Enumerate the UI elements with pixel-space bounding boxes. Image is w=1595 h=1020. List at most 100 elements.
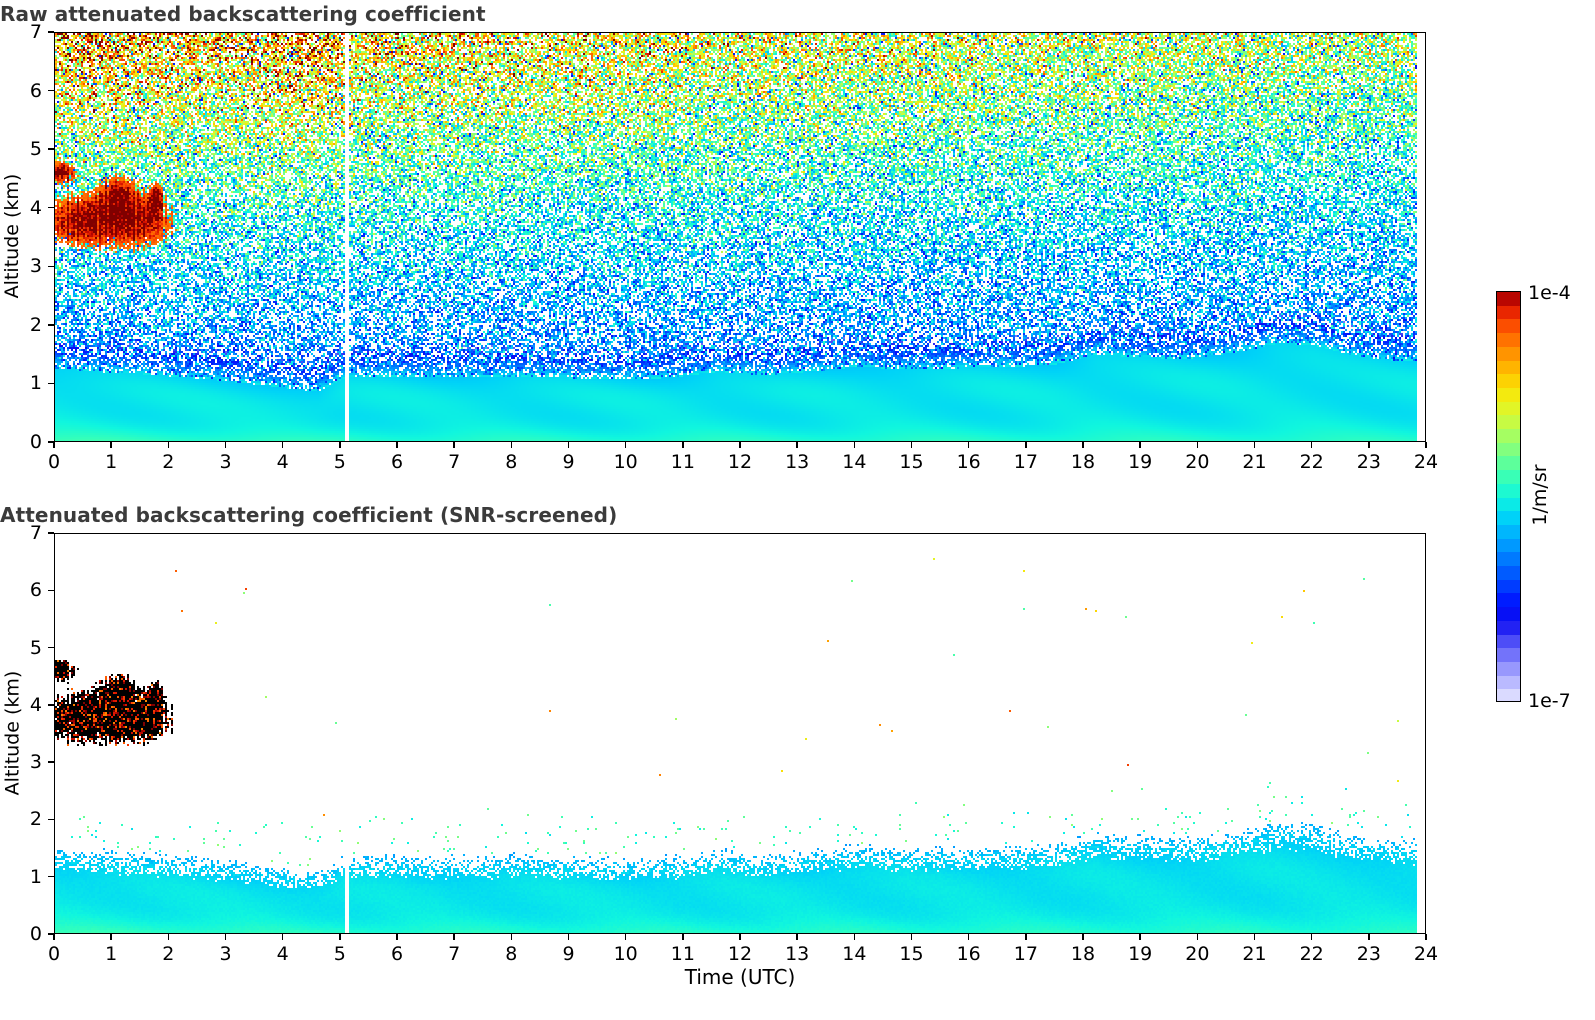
- xtick-mark: [1025, 442, 1027, 448]
- xtick-mark: [281, 442, 284, 448]
- xtick-label: 20: [1185, 451, 1210, 473]
- ytick-label: 2: [29, 808, 42, 831]
- ytick-label: 5: [29, 138, 42, 161]
- ytick-mark: [48, 646, 54, 649]
- ytick-label: 1: [29, 372, 42, 395]
- xtick-label: 5: [333, 451, 346, 473]
- xtick-mark: [339, 442, 341, 448]
- ytick-mark: [48, 818, 54, 821]
- xtick-mark: [1082, 442, 1084, 448]
- xtick-mark: [1310, 442, 1313, 448]
- xtick-label: 7: [448, 943, 461, 965]
- xtick-mark: [1196, 934, 1199, 940]
- xtick-label: 2: [162, 451, 175, 473]
- xtick-label: 18: [1070, 451, 1096, 473]
- xtick-label: 23: [1356, 451, 1381, 473]
- xtick-mark: [396, 934, 398, 940]
- xtick-label: 6: [390, 943, 404, 965]
- axes-screened-heatmap: [54, 533, 1426, 934]
- ytick-mark: [48, 761, 54, 763]
- colorbar-max-label: 1e-4: [1528, 282, 1571, 304]
- xtick-mark: [624, 934, 627, 940]
- xtick-mark: [167, 934, 170, 940]
- xtick-mark: [224, 442, 227, 448]
- xtick-label: 1: [105, 943, 118, 965]
- xtick-label: 15: [899, 451, 924, 473]
- xtick-mark: [224, 934, 227, 940]
- xtick-mark: [1368, 442, 1370, 448]
- ytick-mark: [48, 265, 54, 267]
- xtick-label: 2: [162, 943, 175, 965]
- ytick-mark: [48, 89, 54, 92]
- xtick-mark: [967, 442, 970, 448]
- xtick-label: 16: [956, 451, 981, 473]
- ytick-mark: [48, 207, 54, 209]
- xtick-label: 3: [219, 943, 232, 965]
- ytick-mark: [48, 441, 54, 443]
- xtick-label: 19: [1128, 451, 1153, 473]
- colorbar-unit-label: 1/m/sr: [1529, 464, 1551, 526]
- xtick-mark: [53, 934, 55, 940]
- xtick-label: 6: [390, 451, 404, 473]
- xtick-label: 21: [1242, 943, 1267, 965]
- xtick-label: 24: [1413, 943, 1439, 965]
- ytick-label: 0: [29, 431, 42, 453]
- xtick-mark: [510, 934, 513, 940]
- xtick-label: 17: [1013, 451, 1038, 473]
- ytick-mark: [48, 382, 54, 385]
- xtick-label: 0: [47, 451, 61, 473]
- xtick-label: 12: [727, 451, 753, 473]
- xtick-mark: [567, 442, 570, 448]
- ytick-label: 7: [29, 522, 42, 544]
- xtick-mark: [796, 442, 798, 448]
- xtick-mark: [567, 934, 570, 940]
- xtick-mark: [853, 934, 856, 940]
- xtick-label: 23: [1356, 943, 1381, 965]
- axes-screened-ylabel: Altitude (km): [1, 670, 23, 795]
- axes-raw-heatmap: [54, 32, 1426, 442]
- xtick-mark: [281, 934, 284, 940]
- ytick-mark: [48, 31, 54, 33]
- xtick-mark: [1253, 442, 1256, 448]
- xtick-label: 21: [1242, 451, 1267, 473]
- xtick-label: 16: [956, 943, 981, 965]
- ytick-label: 0: [29, 923, 42, 945]
- xtick-label: 13: [785, 943, 810, 965]
- ytick-mark: [48, 324, 54, 326]
- ytick-mark: [48, 876, 54, 878]
- xtick-label: 22: [1299, 451, 1324, 473]
- xtick-mark: [682, 934, 684, 940]
- xtick-mark: [1139, 442, 1141, 448]
- xtick-mark: [1425, 934, 1427, 940]
- ytick-label: 4: [29, 196, 42, 219]
- colorbar-canvas: [1497, 292, 1520, 701]
- xtick-label: 22: [1299, 943, 1324, 965]
- xtick-label: 13: [785, 451, 810, 473]
- xtick-mark: [1139, 934, 1141, 940]
- xtick-mark: [910, 934, 913, 940]
- xtick-mark: [1425, 442, 1427, 448]
- xtick-label: 17: [1013, 943, 1038, 965]
- ytick-mark: [48, 933, 54, 935]
- xtick-mark: [1253, 934, 1256, 940]
- xtick-label: 0: [47, 943, 61, 965]
- xtick-label: 20: [1185, 943, 1210, 965]
- xtick-mark: [682, 442, 684, 448]
- xtick-label: 24: [1413, 451, 1439, 473]
- xtick-mark: [1368, 934, 1370, 940]
- xtick-label: 10: [613, 451, 638, 473]
- xtick-label: 8: [505, 451, 518, 473]
- xtick-mark: [624, 442, 627, 448]
- ytick-label: 6: [29, 579, 42, 602]
- xtick-mark: [853, 442, 856, 448]
- xtick-label: 5: [333, 943, 346, 965]
- colorbar-min-label: 1e-7: [1528, 690, 1571, 712]
- ytick-label: 1: [29, 865, 42, 888]
- xtick-label: 8: [505, 943, 518, 965]
- axes-raw-ylabel: Altitude (km): [1, 173, 23, 299]
- xtick-label: 7: [448, 451, 461, 473]
- xtick-label: 4: [276, 451, 289, 473]
- xtick-mark: [739, 442, 741, 448]
- ytick-mark: [48, 589, 54, 591]
- xtick-label: 11: [670, 451, 695, 473]
